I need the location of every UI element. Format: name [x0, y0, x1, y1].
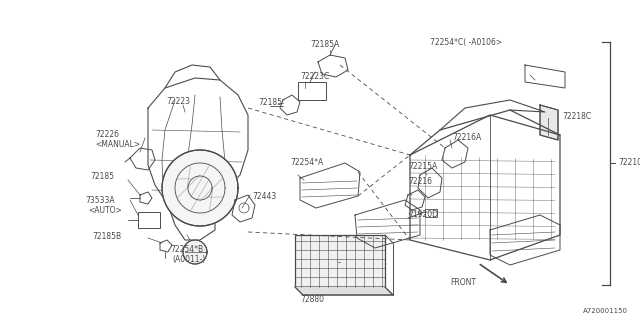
Polygon shape — [295, 287, 393, 295]
Bar — [138, 212, 160, 228]
Text: 71920D: 71920D — [408, 210, 438, 219]
Text: 72254*C( -A0106>: 72254*C( -A0106> — [430, 38, 502, 47]
Text: 72185: 72185 — [258, 98, 282, 107]
Text: <AUTO>: <AUTO> — [88, 206, 122, 215]
Text: 72185: 72185 — [90, 172, 114, 181]
Text: 72223C: 72223C — [300, 72, 329, 81]
Bar — [295, 235, 385, 287]
Text: A720001150: A720001150 — [583, 308, 628, 314]
Text: 72216A: 72216A — [452, 133, 481, 142]
Text: (A0011-): (A0011-) — [172, 255, 205, 264]
Bar — [425, 209, 437, 217]
Text: 73533A: 73533A — [85, 196, 115, 205]
Text: 72185A: 72185A — [310, 40, 339, 49]
Text: 72880: 72880 — [300, 295, 324, 304]
Text: 72215A: 72215A — [408, 162, 437, 171]
Text: 72210: 72210 — [618, 158, 640, 167]
Text: 72226: 72226 — [95, 130, 119, 139]
Polygon shape — [183, 240, 207, 264]
Polygon shape — [162, 150, 238, 226]
Text: <MANUAL>: <MANUAL> — [95, 140, 140, 149]
Polygon shape — [540, 105, 558, 140]
Text: 72185B: 72185B — [92, 232, 121, 241]
Text: 72216: 72216 — [408, 177, 432, 186]
Text: 72254*B: 72254*B — [170, 245, 203, 254]
Bar — [298, 82, 326, 100]
Text: FRONT: FRONT — [450, 278, 476, 287]
Text: 72218C: 72218C — [562, 112, 591, 121]
Text: 72254*A: 72254*A — [290, 158, 323, 167]
Text: 72223: 72223 — [166, 97, 190, 106]
Text: 72443: 72443 — [252, 192, 276, 201]
